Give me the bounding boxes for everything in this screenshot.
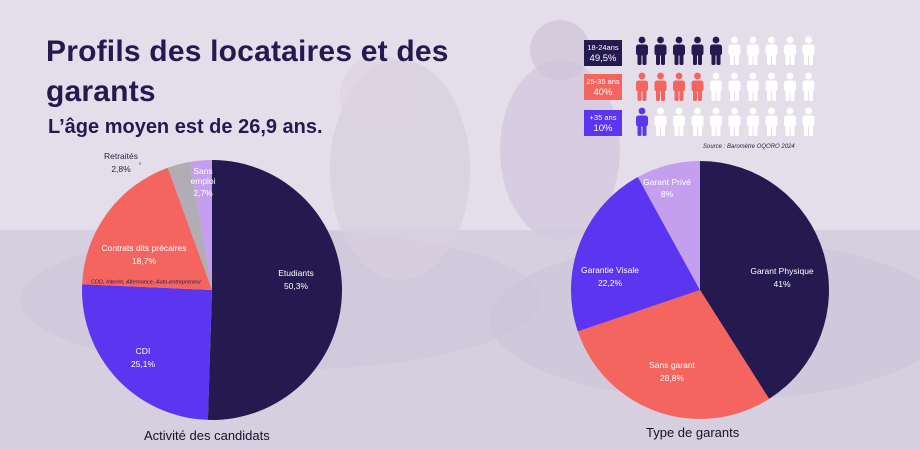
person-icon bbox=[710, 107, 722, 136]
pie-slice bbox=[167, 161, 212, 290]
person-icon bbox=[728, 36, 741, 65]
age-label-row-3: +35 ans 10% bbox=[584, 110, 622, 136]
pie-slice bbox=[577, 290, 770, 420]
age-range: 25-35 ans bbox=[586, 77, 620, 86]
person-icon bbox=[691, 36, 704, 65]
person-icon bbox=[654, 72, 667, 101]
age-label-row-2: 25-35 ans 40% bbox=[584, 74, 622, 100]
slice-note-label: CDD, Interim, Alternance, Auto-entrepren… bbox=[91, 280, 202, 286]
person-icon bbox=[784, 72, 796, 101]
person-icon bbox=[765, 72, 778, 101]
person-icon bbox=[636, 36, 648, 65]
person-icon bbox=[673, 107, 685, 136]
slice-value-label: 50,3% bbox=[284, 281, 309, 291]
age-infographic: 18-24ans 49,5% 25-35 ans 40% +35 ans 10%… bbox=[0, 0, 920, 160]
slice-value-label: 41% bbox=[773, 279, 790, 289]
person-icon bbox=[802, 107, 815, 136]
person-icon bbox=[636, 107, 648, 136]
person-icon bbox=[802, 72, 815, 101]
slice-label: Garantie Visale bbox=[581, 265, 639, 275]
person-icon bbox=[765, 107, 778, 136]
person-icon bbox=[710, 36, 722, 65]
person-icon bbox=[654, 36, 667, 65]
person-icon bbox=[784, 36, 796, 65]
person-icon bbox=[728, 107, 741, 136]
person-icon bbox=[728, 72, 741, 101]
person-icon bbox=[710, 72, 722, 101]
person-icon bbox=[747, 107, 759, 136]
slice-value-label: 2,8% bbox=[111, 164, 131, 174]
age-label-row-1: 18-24ans 49,5% bbox=[584, 40, 622, 66]
pie-slice bbox=[700, 161, 830, 399]
slice-label: Garant Physique bbox=[750, 266, 814, 276]
slice-label: CDI bbox=[136, 346, 151, 356]
slice-value-label: 22,2% bbox=[598, 278, 623, 288]
slice-value-label: 18,7% bbox=[132, 256, 157, 266]
people-icons bbox=[636, 36, 815, 136]
person-icon bbox=[691, 107, 704, 136]
slice-label: Etudiants bbox=[278, 268, 313, 278]
person-icon bbox=[636, 72, 648, 101]
page-subtitle: L’âge moyen est de 26,9 ans. bbox=[48, 116, 323, 138]
age-range: 18-24ans bbox=[587, 43, 619, 52]
pie-slice bbox=[189, 160, 212, 290]
age-percent: 10% bbox=[593, 123, 613, 134]
person-icon bbox=[747, 36, 759, 65]
slice-label: Sans garant bbox=[649, 360, 695, 370]
slice-value-label: 25,1% bbox=[131, 359, 156, 369]
slice-label: Sans emploi bbox=[190, 166, 215, 186]
person-icon bbox=[691, 72, 704, 101]
person-icon bbox=[765, 36, 778, 65]
pie-slice bbox=[637, 161, 700, 290]
slice-label: Garant Privé bbox=[643, 177, 691, 187]
slice-value-label: 28,8% bbox=[660, 373, 685, 383]
person-icon bbox=[747, 72, 759, 101]
chart-1-title: Activité des candidats bbox=[144, 428, 270, 443]
slice-label: Retraités bbox=[104, 151, 138, 161]
person-icon bbox=[673, 36, 685, 65]
slice-label: Contrats dits précaires bbox=[101, 243, 186, 253]
age-percent: 49,5% bbox=[589, 53, 617, 64]
person-icon bbox=[654, 107, 667, 136]
pie-slice bbox=[82, 167, 212, 290]
page-title: Profils des locataires et des garants bbox=[46, 35, 449, 108]
pie-slice bbox=[82, 284, 213, 420]
pie-slice bbox=[571, 176, 700, 332]
person-icon bbox=[784, 107, 796, 136]
person-icon bbox=[673, 72, 685, 101]
person-icon bbox=[802, 36, 815, 65]
age-percent: 40% bbox=[593, 87, 613, 98]
slice-value-label: 8% bbox=[661, 189, 674, 199]
source-note: Source : Baromètre OQORO 2024 bbox=[703, 144, 795, 150]
pie-slice bbox=[207, 159, 343, 421]
age-range: +35 ans bbox=[589, 113, 617, 122]
chart-2-title: Type de garants bbox=[646, 425, 740, 440]
slice-value-label: 2,7% bbox=[193, 188, 213, 198]
